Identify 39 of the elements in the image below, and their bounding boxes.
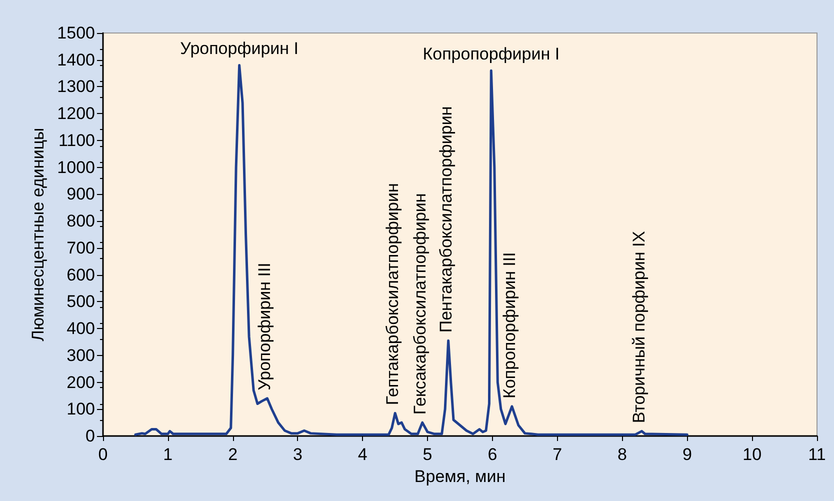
y-tick-label: 1000 bbox=[57, 158, 95, 177]
y-tick-label: 600 bbox=[66, 265, 95, 284]
x-tick-label: 0 bbox=[98, 445, 108, 464]
y-tick-label: 700 bbox=[66, 238, 95, 258]
y-tick-label: 1100 bbox=[58, 130, 95, 150]
annotation: Гептакарбоксилатпорфирин bbox=[383, 183, 402, 406]
y-tick-label: 800 bbox=[66, 212, 95, 231]
annotation: Гексакарбоксилатпорфирин bbox=[410, 193, 430, 415]
x-tick-label: 3 bbox=[292, 445, 302, 464]
annotation: Уропорфирин I bbox=[180, 39, 298, 58]
y-tick-label: 1400 bbox=[57, 50, 95, 70]
annotation: Вторичный порфирин IX bbox=[630, 230, 649, 424]
y-tick-label: 100 bbox=[66, 400, 95, 419]
x-tick-label: 5 bbox=[422, 445, 432, 464]
y-tick-label: 200 bbox=[66, 372, 95, 392]
x-tick-label: 1 bbox=[163, 445, 173, 464]
x-tick-label: 11 bbox=[808, 445, 826, 464]
x-tick-label: 2 bbox=[228, 445, 238, 464]
annotation: Пентакарбоксилатпорфирин bbox=[436, 106, 456, 333]
x-axis-title: Время, мин bbox=[414, 467, 506, 486]
y-tick-label: 400 bbox=[66, 319, 95, 338]
y-tick-label: 0 bbox=[86, 426, 95, 446]
y-tick-label: 300 bbox=[66, 346, 95, 365]
annotation: Копропорфирин III bbox=[500, 252, 519, 398]
annotation: Копропорфирин I bbox=[422, 44, 560, 64]
y-tick-label: 1300 bbox=[57, 77, 95, 96]
x-tick-label: 6 bbox=[488, 445, 498, 464]
x-tick-label: 4 bbox=[358, 445, 368, 464]
y-tick-label: 1500 bbox=[57, 24, 95, 42]
y-tick-label: 900 bbox=[66, 184, 95, 204]
y-tick-label: 500 bbox=[66, 292, 95, 312]
x-tick-label: 8 bbox=[618, 445, 628, 464]
x-tick-label: 7 bbox=[552, 445, 562, 464]
x-tick-label: 10 bbox=[742, 445, 762, 464]
x-tick-label: 9 bbox=[682, 445, 692, 464]
y-tick-label: 1200 bbox=[57, 104, 95, 124]
annotation: Уропорфирин III bbox=[255, 262, 274, 390]
line-series bbox=[134, 64, 688, 436]
y-axis-title: Люминесцентные единицы bbox=[28, 128, 48, 342]
